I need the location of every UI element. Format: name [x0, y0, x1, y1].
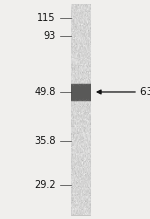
Text: 115: 115 — [37, 12, 56, 23]
Text: 93: 93 — [43, 31, 56, 41]
Bar — [70, 4, 90, 215]
Text: 35.8: 35.8 — [34, 136, 56, 146]
Text: 49.8: 49.8 — [34, 87, 56, 97]
Text: 63 kDa: 63 kDa — [140, 87, 150, 97]
Text: 29.2: 29.2 — [34, 180, 56, 190]
